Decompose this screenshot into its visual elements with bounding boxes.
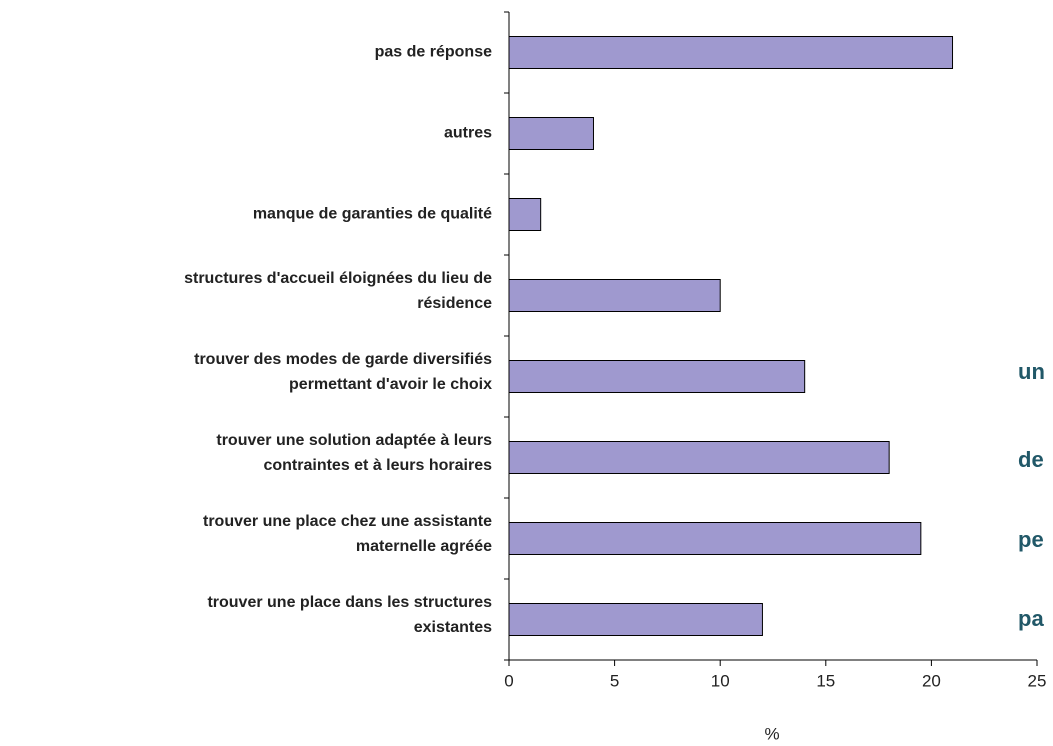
x-tick-label: 5 (610, 671, 619, 690)
y-tick-label: pas de réponse (375, 44, 492, 61)
annotation: un (1018, 359, 1045, 384)
y-tick-label: existantes (414, 619, 492, 636)
x-tick-label: 15 (816, 671, 835, 690)
bar (508, 441, 890, 474)
x-tick-label: 10 (711, 671, 730, 690)
y-tick-label: maternelle agréée (356, 538, 492, 555)
annotation: pe (1018, 527, 1044, 552)
x-tick-label: 20 (922, 671, 941, 690)
y-tick-label: trouver une place dans les structures (207, 594, 492, 611)
bar (508, 36, 954, 69)
bar (508, 279, 721, 312)
y-tick-label: résidence (417, 295, 492, 312)
y-tick-label: trouver des modes de garde diversifiés (194, 351, 492, 368)
bar (508, 198, 542, 231)
x-tick-label: 0 (504, 671, 513, 690)
x-axis-label: % (764, 724, 779, 743)
y-tick-label: contraintes et à leurs horaires (263, 457, 492, 474)
bar (508, 360, 806, 393)
y-tick-label: manque de garanties de qualité (253, 206, 492, 223)
y-tick-label: trouver une solution adaptée à leurs (216, 432, 492, 449)
bar (508, 117, 594, 150)
y-tick-label: autres (444, 125, 492, 142)
y-tick-label: permettant d'avoir le choix (289, 376, 492, 393)
bar (508, 603, 763, 636)
x-tick-label: 25 (1028, 671, 1047, 690)
annotation: pa (1018, 606, 1044, 631)
annotation: de (1018, 447, 1044, 472)
bar (508, 522, 922, 555)
y-tick-label: structures d'accueil éloignées du lieu d… (184, 270, 492, 287)
y-tick-label: trouver une place chez une assistante (203, 513, 492, 530)
